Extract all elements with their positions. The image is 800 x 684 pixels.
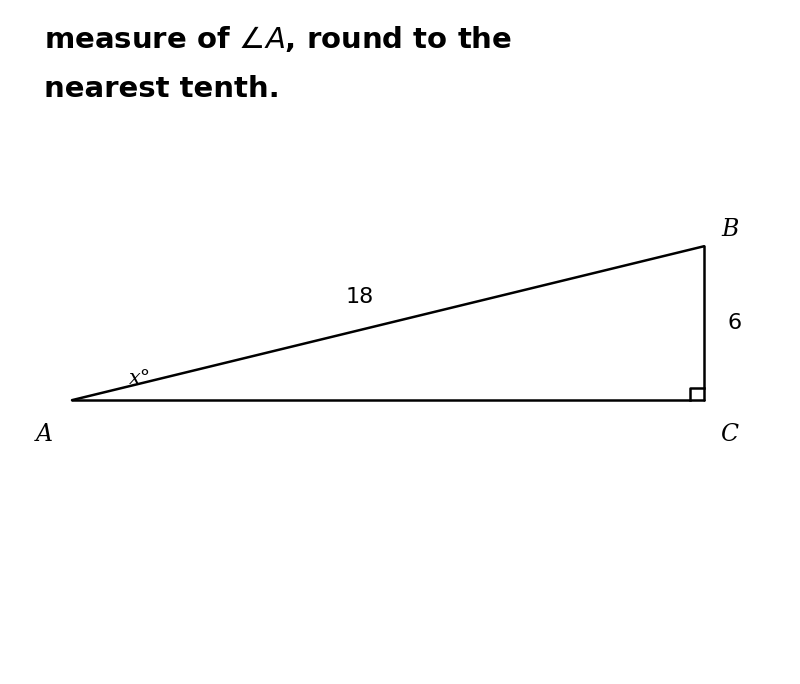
Text: nearest tenth.: nearest tenth. xyxy=(44,75,280,103)
Text: C: C xyxy=(721,423,738,446)
Text: x°: x° xyxy=(129,369,151,388)
Text: B: B xyxy=(721,218,738,241)
Text: A: A xyxy=(35,423,53,446)
Text: 6: 6 xyxy=(727,313,742,333)
Text: measure of $\angle$$\it{A}$, round to the: measure of $\angle$$\it{A}$, round to th… xyxy=(44,24,512,54)
Text: 18: 18 xyxy=(346,287,374,307)
